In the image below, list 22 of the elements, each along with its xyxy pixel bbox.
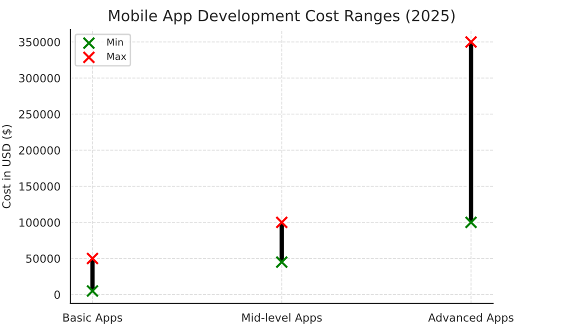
y-tick-label: 150000 [20, 182, 60, 191]
point [86, 284, 99, 298]
point [464, 216, 478, 229]
y-axis-title: Cost in USD ($) [2, 124, 12, 208]
x-tick-label: Advanced Apps [428, 313, 514, 324]
y-tick-label: 250000 [19, 110, 60, 119]
legend-label: Max [107, 52, 126, 60]
x-tick-label: Mid-level Apps [242, 313, 322, 324]
legend-label: Min [107, 38, 123, 46]
bar [467, 41, 475, 224]
y-tick-label: 0 [54, 290, 60, 299]
y-tick-label: 200000 [19, 146, 60, 155]
chart-title: Mobile App Development Cost Ranges (2025) [109, 10, 455, 24]
point [86, 252, 99, 265]
point [275, 216, 288, 229]
y-tick-label: 350000 [19, 38, 60, 46]
y-tick-label: 100000 [20, 218, 60, 227]
point [275, 256, 288, 269]
y-tick-label: 300000 [19, 74, 60, 82]
point [464, 36, 478, 48]
y-tick-label: 50000 [26, 254, 60, 263]
x-tick-label: Basic Apps [63, 313, 122, 324]
